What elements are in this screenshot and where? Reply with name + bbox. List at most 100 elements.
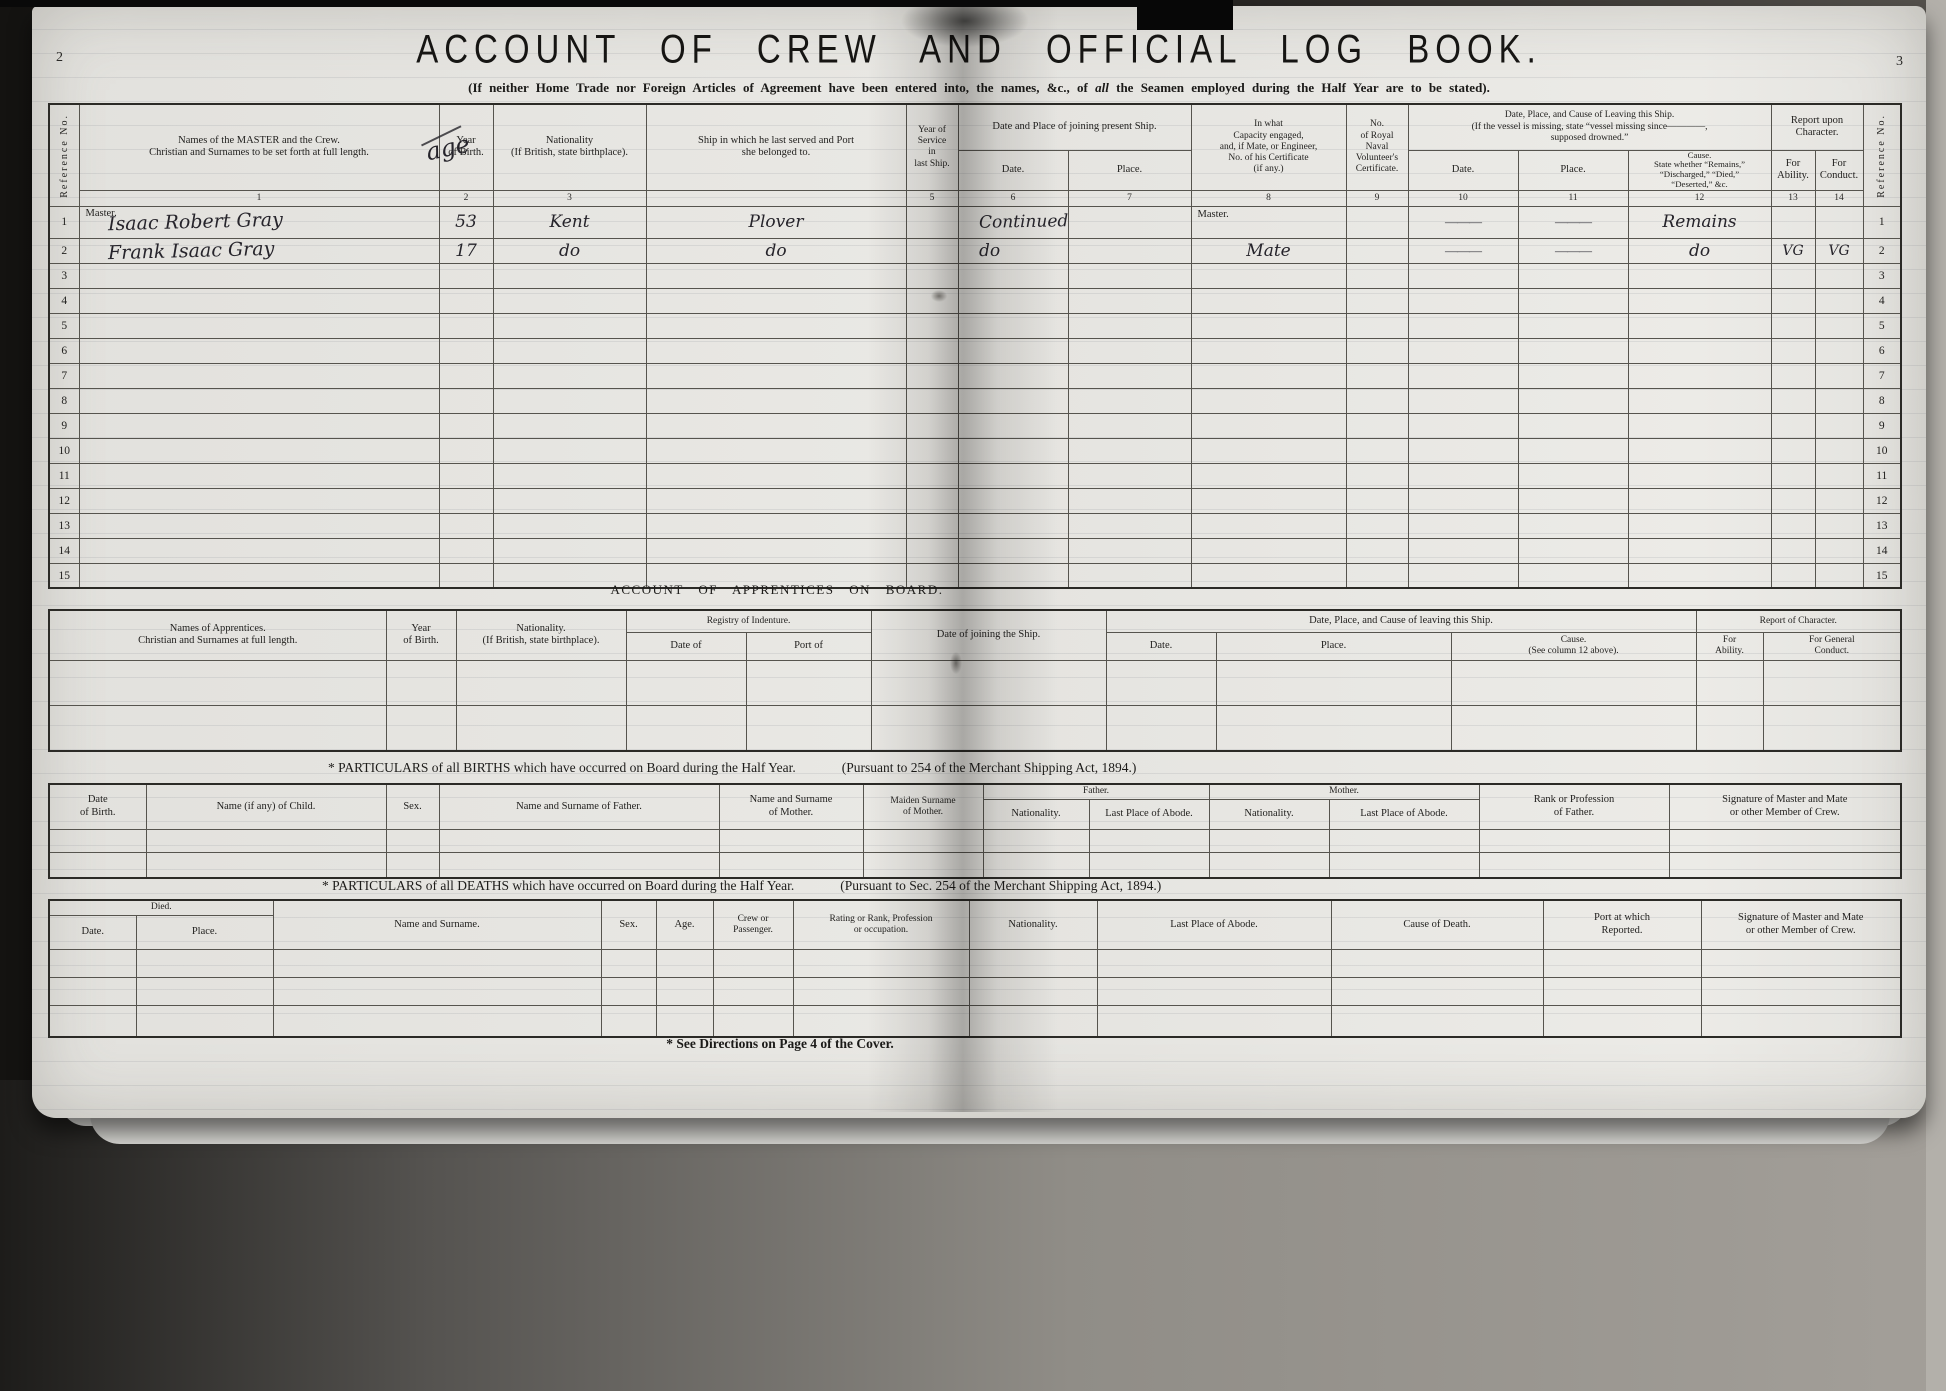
crew-cell-conduct <box>1814 205 1864 239</box>
crew-header-joining-date: Date. <box>957 149 1069 191</box>
crew-cell-leaving-date <box>1407 387 1519 414</box>
births-header-sex: Sex. <box>385 783 440 830</box>
crew-table-row: 1 Master. Isaac Robert Gray 53 Kent Plove… <box>48 205 1902 239</box>
crew-cell-joining-place <box>1067 512 1192 539</box>
crew-cell-service <box>905 337 959 364</box>
column-number: 10 <box>1407 189 1519 207</box>
crew-cell-joining-date <box>957 562 1069 589</box>
crew-cell-name <box>78 312 440 339</box>
crew-cell-capacity: Mate <box>1190 237 1347 264</box>
crew-cell-nationality <box>492 337 647 364</box>
crew-cell-joining-date <box>957 287 1069 314</box>
crew-cell-leaving-place <box>1517 387 1629 414</box>
crew-cell-leaving-date <box>1407 487 1519 514</box>
crew-header-capacity: In what Capacity engaged, and, if Mate, … <box>1190 103 1347 191</box>
crew-cell-reference-left: 11 <box>48 462 80 489</box>
crew-cell-cause <box>1627 487 1772 514</box>
crew-cell-rnv <box>1345 237 1409 264</box>
crew-cell-ship <box>645 412 907 439</box>
crew-cell-rnv <box>1345 512 1409 539</box>
births-header-rank: Rank or Profession of Father. <box>1478 783 1670 830</box>
crew-cell-nationality <box>492 387 647 414</box>
crew-cell-conduct <box>1814 262 1864 289</box>
crew-cell-ship: Plover <box>645 205 907 239</box>
crew-cell-ability <box>1770 437 1816 464</box>
apprentices-title: ACCOUNT OF APPRENTICES ON BOARD. <box>610 582 944 597</box>
crew-cell-ability <box>1770 362 1816 389</box>
crew-cell-cause <box>1627 287 1772 314</box>
crew-cell-leaving-place <box>1517 262 1629 289</box>
crew-cell-joining-date <box>957 487 1069 514</box>
apprentices-header-nationality: Nationality. (If British, state birthpla… <box>455 609 627 661</box>
crew-cell-ability <box>1770 462 1816 489</box>
crew-cell-ship <box>645 462 907 489</box>
crew-cell-leaving-place <box>1517 462 1629 489</box>
apprentices-header-leaving-place: Place. <box>1215 631 1452 661</box>
crew-header-conduct: For Conduct. <box>1814 149 1864 191</box>
crew-cell-capacity <box>1190 287 1347 314</box>
crew-cell-reference-left: 1 <box>48 205 80 239</box>
crew-cell-leaving-date <box>1407 512 1519 539</box>
crew-cell-joining-place <box>1067 537 1192 564</box>
crew-cell-birth <box>438 537 494 564</box>
crew-cell-leaving-date <box>1407 462 1519 489</box>
crew-cell-reference-left: 5 <box>48 312 80 339</box>
crew-cell-birth <box>438 412 494 439</box>
crew-cell-nationality <box>492 437 647 464</box>
crew-cell-ability <box>1770 337 1816 364</box>
crew-cell-ability <box>1770 287 1816 314</box>
crew-cell-ship: do <box>645 237 907 264</box>
crew-cell-capacity <box>1190 537 1347 564</box>
births-header-mother-nationality: Nationality. <box>1208 798 1330 830</box>
crew-header-reference-right: Reference No. <box>1862 103 1902 207</box>
births-empty-row <box>48 828 1902 853</box>
scan-edge-artifact <box>0 0 1140 7</box>
crew-cell-service <box>905 487 959 514</box>
crew-header-reference-left: Reference No. <box>48 103 80 207</box>
crew-cell-joining-place <box>1067 262 1192 289</box>
crew-cell-nationality: Kent <box>492 205 647 239</box>
crew-cell-leaving-place <box>1517 362 1629 389</box>
deaths-empty-row <box>48 948 1902 978</box>
deaths-table: Died. Name and Surname. Sex. Age. Crew o… <box>48 899 1902 1038</box>
births-title: * PARTICULARS of all BIRTHS which have o… <box>328 760 1137 775</box>
crew-cell-conduct <box>1814 287 1864 314</box>
crew-cell-birth: 53 <box>438 205 494 239</box>
crew-cell-reference-right: 11 <box>1862 462 1902 489</box>
crew-cell-reference-right: 1 <box>1862 205 1902 239</box>
crew-cell-leaving-place <box>1517 562 1629 589</box>
crew-cell-cause: Remains <box>1627 205 1772 239</box>
crew-cell-reference-left: 2 <box>48 237 80 264</box>
crew-header-joining-place: Place. <box>1067 149 1192 191</box>
crew-cell-nationality <box>492 512 647 539</box>
crew-cell-birth <box>438 437 494 464</box>
crew-cell-leaving-place <box>1517 437 1629 464</box>
crew-cell-leaving-place <box>1517 512 1629 539</box>
crew-cell-nationality <box>492 487 647 514</box>
crew-cell-ship <box>645 362 907 389</box>
crew-cell-ship <box>645 312 907 339</box>
crew-cell-leaving-date <box>1407 437 1519 464</box>
scan-edge-artifact <box>1137 0 1233 30</box>
crew-cell-service <box>905 312 959 339</box>
births-header-mother-abode: Last Place of Abode. <box>1328 798 1480 830</box>
crew-cell-leaving-place <box>1517 337 1629 364</box>
crew-header-ability: For Ability. <box>1770 149 1816 191</box>
crew-cell-name <box>78 562 440 589</box>
apprentices-empty-row <box>48 659 1902 706</box>
births-header-signature: Signature of Master and Mate or other Me… <box>1668 783 1902 830</box>
column-number: 9 <box>1345 189 1409 207</box>
crew-cell-leaving-place <box>1517 487 1629 514</box>
crew-cell-birth <box>438 462 494 489</box>
crew-cell-name <box>78 462 440 489</box>
crew-cell-cause <box>1627 537 1772 564</box>
crew-cell-conduct <box>1814 312 1864 339</box>
crew-cell-ability: VG <box>1770 237 1816 264</box>
crew-cell-conduct <box>1814 337 1864 364</box>
footer-note: * See Directions on Page 4 of the Cover. <box>666 1036 894 1051</box>
crew-cell-capacity <box>1190 337 1347 364</box>
crew-cell-nationality <box>492 537 647 564</box>
apprentices-header-birth: Year of Birth. <box>385 609 457 661</box>
crew-table-row: 7 7 <box>48 362 1902 389</box>
crew-table-row: 3 3 <box>48 262 1902 289</box>
